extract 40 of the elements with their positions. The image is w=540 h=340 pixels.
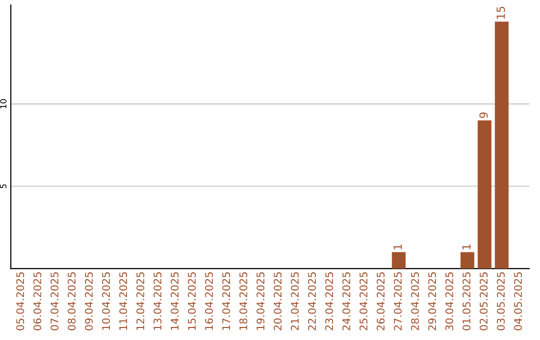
x-tick-label: 03.05.2025 bbox=[496, 272, 505, 330]
data-label: 1 bbox=[394, 244, 402, 250]
bar bbox=[460, 252, 474, 269]
x-tick-label: 30.04.2025 bbox=[445, 272, 454, 330]
x-tick-label: 02.05.2025 bbox=[480, 272, 488, 330]
x-tick-label: 25.04.2025 bbox=[360, 272, 368, 330]
x-tick-label: 22.04.2025 bbox=[308, 272, 316, 330]
x-tick-label: 29.04.2025 bbox=[428, 272, 436, 330]
bar bbox=[478, 120, 492, 269]
x-tick-label: 21.04.2025 bbox=[290, 272, 299, 330]
bar bbox=[494, 22, 509, 269]
x-tick-label: 28.04.2025 bbox=[411, 272, 419, 330]
x-tick-label: 13.04.2025 bbox=[154, 272, 162, 330]
x-tick-label: 14.04.2025 bbox=[170, 272, 179, 330]
data-label: 15 bbox=[496, 6, 505, 19]
y-tick-label: 10 bbox=[0, 99, 6, 108]
x-tick-label: 01.05.2025 bbox=[462, 272, 470, 330]
x-tick-label: 24.04.2025 bbox=[342, 272, 350, 330]
y-tick-label: 5 bbox=[0, 184, 6, 188]
x-tick-label: 27.04.2025 bbox=[394, 272, 402, 330]
x-tick-label: 18.04.2025 bbox=[239, 272, 248, 330]
x-tick-label: 26.04.2025 bbox=[376, 272, 385, 330]
x-tick-label: 10.04.2025 bbox=[102, 272, 110, 330]
x-tick-label: 12.04.2025 bbox=[136, 272, 144, 330]
x-tick-label: 15.04.2025 bbox=[188, 272, 196, 330]
x-tick-label: 07.04.2025 bbox=[50, 272, 58, 330]
x-tick-label: 09.04.2025 bbox=[84, 272, 93, 330]
x-tick-label: 11.04.2025 bbox=[119, 272, 128, 330]
x-tick-label: 19.04.2025 bbox=[256, 272, 264, 330]
x-tick-label: 23.04.2025 bbox=[325, 272, 334, 330]
x-tick-label: 05.04.2025 bbox=[16, 272, 24, 330]
x-tick-label: 16.04.2025 bbox=[205, 272, 213, 330]
x-tick-label: 06.04.2025 bbox=[33, 272, 42, 330]
x-tick-label: 20.04.2025 bbox=[274, 272, 282, 330]
bar bbox=[392, 252, 406, 269]
data-label: 1 bbox=[462, 244, 470, 250]
x-tick-label: 04.05.2025 bbox=[514, 272, 522, 330]
x-tick-label: 08.04.2025 bbox=[68, 272, 76, 330]
data-label: 9 bbox=[479, 112, 488, 118]
x-tick-label: 17.04.2025 bbox=[222, 272, 230, 330]
